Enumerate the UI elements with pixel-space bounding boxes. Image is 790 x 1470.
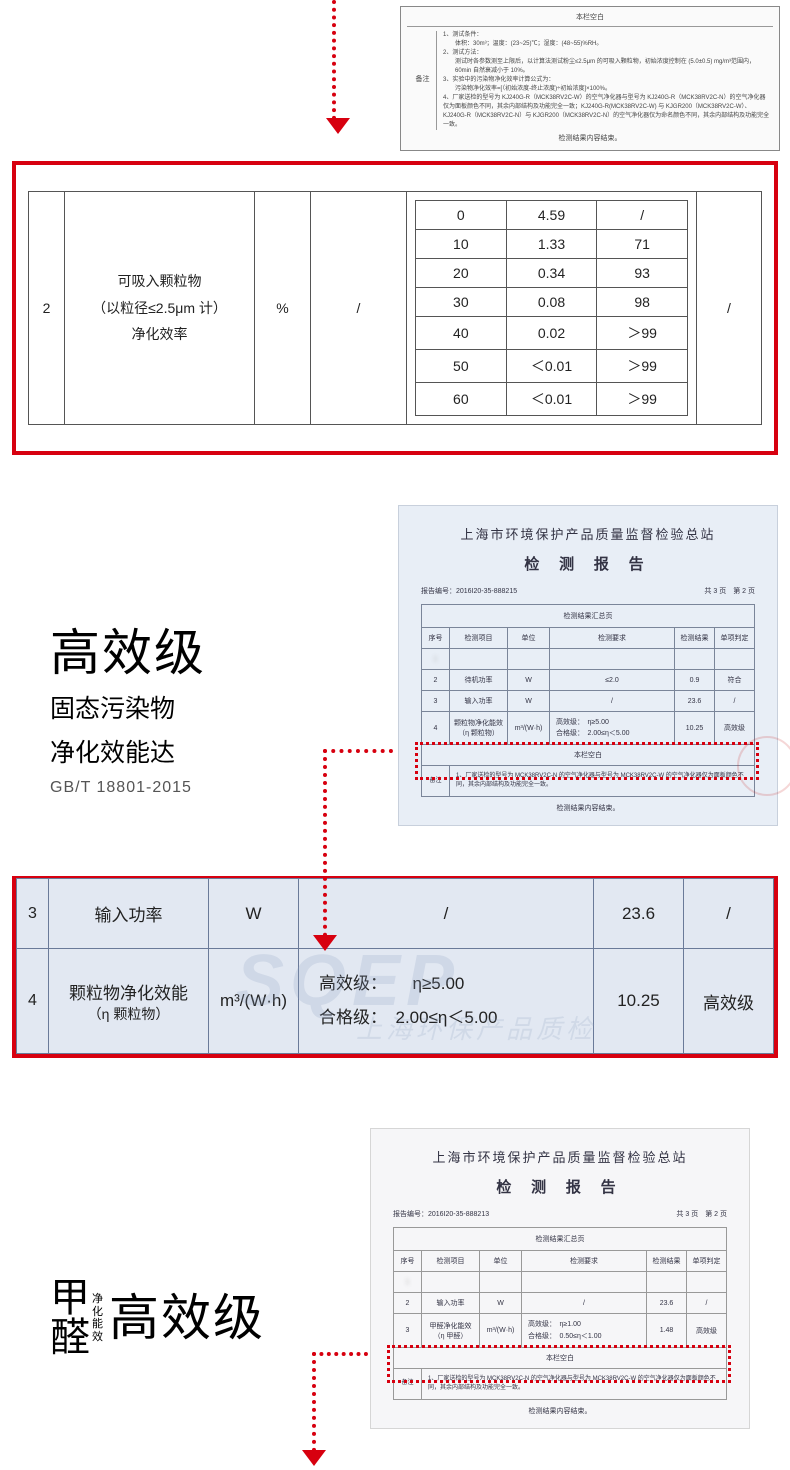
data-cell: 98 xyxy=(597,288,688,317)
item-label-l3: 净化效率 xyxy=(69,321,250,348)
unit-cell: W xyxy=(209,879,299,949)
top-doc-footer: 检测结果内容结束。 xyxy=(407,134,773,145)
item-l1: 颗粒物净化效能 xyxy=(55,979,202,1004)
table-row: 400.02＞99 xyxy=(416,317,688,350)
remark-line: 2、测试方法： xyxy=(443,49,771,58)
purification-data-table: 04.59/101.3371200.3493300.0898400.02＞995… xyxy=(415,200,688,416)
item-label-l1: 可吸入颗粒物 xyxy=(69,268,250,295)
row-index: 2 xyxy=(29,192,65,425)
result-cell: 23.6 xyxy=(594,879,684,949)
slash-cell: / xyxy=(697,192,762,425)
table-row: 50＜0.01＞99 xyxy=(416,350,688,383)
top-report-remarks: 本栏空白 备注 1、测试条件： 体积：30m³；温度：(23~25)℃；湿度：(… xyxy=(400,6,780,151)
arrow-connector xyxy=(0,495,790,846)
data-cell: 40 xyxy=(416,317,507,350)
table-row: 101.3371 xyxy=(416,230,688,259)
data-cell: 10 xyxy=(416,230,507,259)
item-cell: 输入功率 xyxy=(49,879,209,949)
req-cell: 高效级： η≥5.00 合格级： 2.00≤η＜5.00 xyxy=(299,949,594,1054)
remark-line: 测试时各参数测至上限后，以计算法测试粉尘≤2.5μm 的可吸入颗粒物，初始浓度控… xyxy=(443,58,771,76)
data-cell: 60 xyxy=(416,383,507,416)
idx-cell: 3 xyxy=(17,879,49,949)
table-row: 60＜0.01＞99 xyxy=(416,383,688,416)
inner-table-cell: 04.59/101.3371200.3493300.0898400.02＞995… xyxy=(407,192,697,425)
data-cell: 0.08 xyxy=(506,288,597,317)
table-row: 04.59/ xyxy=(416,201,688,230)
data-cell: 50 xyxy=(416,350,507,383)
remark-line: 体积：30m³；温度：(23~25)℃；湿度：(48~55)%RH。 xyxy=(443,40,771,49)
data-cell: ＞99 xyxy=(597,383,688,416)
particulate-table-highlight: 2 可吸入颗粒物 （以粒径≤2.5μm 计） 净化效率 % / 04.59/10… xyxy=(12,161,778,455)
data-cell: 1.33 xyxy=(506,230,597,259)
item-label: 可吸入颗粒物 （以粒径≤2.5μm 计） 净化效率 xyxy=(65,192,255,425)
unit-cell: m³/(W·h) xyxy=(209,949,299,1054)
data-cell: ＞99 xyxy=(597,350,688,383)
item-l2: （η 颗粒物） xyxy=(55,1004,202,1024)
remark-line: 污染物净化效率=[（初始浓度-终止浓度)÷初始浓度]×100%。 xyxy=(443,85,771,94)
data-cell: 0 xyxy=(416,201,507,230)
remark-line: 4、厂家送检的型号为 KJ240G-R（MCK38RV2C-W）的空气净化器与型… xyxy=(443,94,771,130)
data-cell: 71 xyxy=(597,230,688,259)
arrow-connector xyxy=(0,1118,790,1458)
item-cell: 颗粒物净化效能 （η 颗粒物） xyxy=(49,949,209,1054)
judge-cell: / xyxy=(684,879,774,949)
data-cell: / xyxy=(597,201,688,230)
table-row: 200.3493 xyxy=(416,259,688,288)
blank-note: 本栏空白 xyxy=(407,13,773,27)
data-cell: 0.02 xyxy=(506,317,597,350)
judge-cell: 高效级 xyxy=(684,949,774,1054)
data-cell: 0.34 xyxy=(506,259,597,288)
data-cell: 4.59 xyxy=(506,201,597,230)
data-cell: ＜0.01 xyxy=(506,383,597,416)
table-row: 300.0898 xyxy=(416,288,688,317)
remark-label: 备注 xyxy=(409,31,437,130)
item-label-l2: （以粒径≤2.5μm 计） xyxy=(69,295,250,322)
req-value: 2.00≤η＜5.00 xyxy=(396,1008,498,1027)
req-value: η≥5.00 xyxy=(413,974,465,993)
remark-line: 1、测试条件： xyxy=(443,31,771,40)
data-cell: 20 xyxy=(416,259,507,288)
idx-cell: 4 xyxy=(17,949,49,1054)
data-cell: ＜0.01 xyxy=(506,350,597,383)
sqep-table: SQEP 上海环保产品质检 3 输入功率 W / 23.6 / 4 颗粒物净化效… xyxy=(16,878,774,1054)
data-cell: 30 xyxy=(416,288,507,317)
unit-cell: % xyxy=(255,192,311,425)
remark-line: 3、实验中的污染物净化效率计算公式为： xyxy=(443,76,771,85)
slash-cell: / xyxy=(311,192,407,425)
req-label: 高效级： xyxy=(319,974,379,993)
data-cell: 93 xyxy=(597,259,688,288)
data-cell: ＞99 xyxy=(597,317,688,350)
sqep-highlight-wrap: SQEP 上海环保产品质检 3 输入功率 W / 23.6 / 4 颗粒物净化效… xyxy=(12,876,778,1058)
table-row: 3 输入功率 W / 23.6 / xyxy=(17,879,774,949)
table-row: 4 颗粒物净化效能 （η 颗粒物） m³/(W·h) 高效级： η≥5.00 合… xyxy=(17,949,774,1054)
result-cell: 10.25 xyxy=(594,949,684,1054)
req-cell: / xyxy=(299,879,594,949)
req-label: 合格级： xyxy=(319,1008,379,1027)
